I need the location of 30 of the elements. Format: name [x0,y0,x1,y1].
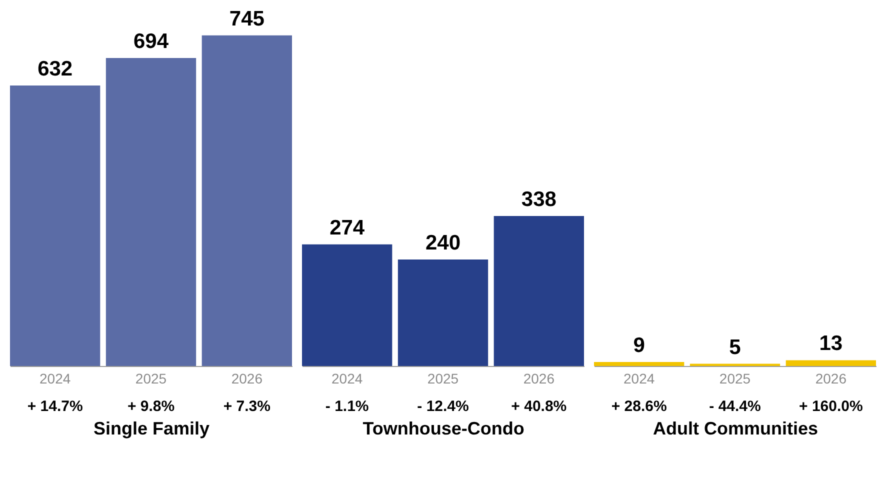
text: + 28.6% [611,398,667,415]
x-tick-label: 2026 [231,370,263,386]
x-axis-title: Townhouse-Condo [362,418,524,438]
x-tick-label: 2024 [624,370,655,386]
text: + 40.8% [511,398,567,415]
data-label: 5 [729,336,742,359]
text: + 7.3% [223,398,270,415]
x-tick-label: 2025 [719,370,751,386]
x-tick-label: 2024 [332,370,363,386]
data-label: 13 [819,332,843,356]
data-label: 274 [330,216,365,240]
data-label: 632 [38,58,73,81]
data-label: 9 [633,334,645,358]
x-tick-label: 2025 [427,370,459,386]
text: + 9.8% [127,398,175,415]
x-axis-title: Adult Communities [653,418,818,438]
x-tick-label: 2026 [815,370,847,386]
data-label: 338 [521,188,557,212]
x-tick-label: 2026 [523,370,555,386]
data-label: 240 [425,232,461,254]
text: + 160.0% [799,398,863,415]
text: + 14.7% [27,398,83,415]
text: - 12.4% [417,398,469,415]
data-label: 745 [229,7,265,30]
x-tick-label: 2024 [40,370,71,386]
data-label: 694 [133,30,169,54]
x-axis-title: Single Family [93,418,210,438]
text: - 44.4% [709,398,761,415]
x-tick-label: 2025 [135,370,167,386]
text: - 1.1% [325,398,369,415]
